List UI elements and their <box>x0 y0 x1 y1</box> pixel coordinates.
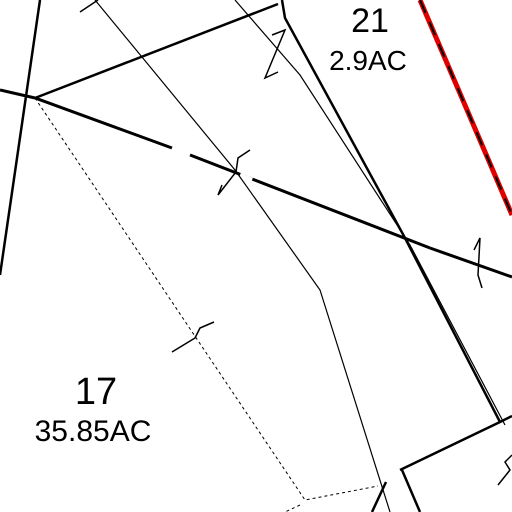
break-symbol <box>497 454 512 486</box>
parcel-line <box>234 0 506 426</box>
parcel-number: 21 <box>351 2 389 40</box>
parcel-area: 2.9AC <box>329 45 407 76</box>
boundary-line <box>419 0 512 216</box>
easement-line <box>284 504 301 512</box>
dash-gap <box>171 145 191 158</box>
parcel-line <box>171 146 431 250</box>
parcel-line <box>370 481 388 512</box>
parcel-line <box>34 2 279 100</box>
break-symbol <box>79 0 287 80</box>
parcel-line <box>0 0 42 276</box>
dash-gap <box>239 172 253 183</box>
parcel-line <box>94 0 391 512</box>
parcel-number: 17 <box>75 371 117 413</box>
break-symbol <box>217 149 251 196</box>
parcel-line <box>400 469 422 512</box>
parcel-line <box>399 414 512 472</box>
parcel-line <box>280 0 502 423</box>
break-symbol <box>171 321 215 353</box>
parcel-line <box>429 246 512 279</box>
break-symbol <box>473 237 483 289</box>
parcel-area: 35.85AC <box>35 415 152 448</box>
